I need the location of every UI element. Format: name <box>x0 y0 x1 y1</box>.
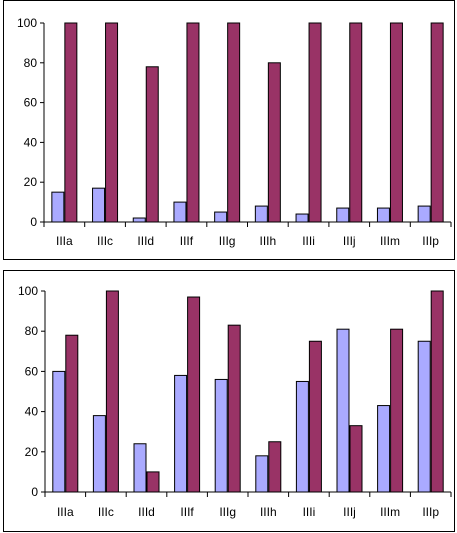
bar-series-2-iiip <box>430 290 444 493</box>
x-tick-label-iiif: IIIf <box>180 505 194 519</box>
chart-panel-top: 0 20 40 60 80 100 IIIa IIIc IIId IIIf IIIg IIIh IIIi… <box>3 0 455 260</box>
x-tick-label-iiic: IIIc <box>97 234 113 248</box>
y-tick-label-80: 80 <box>25 324 39 338</box>
x-tick-label-iiii: IIIi <box>303 505 316 519</box>
bar-series-2-iiih <box>268 441 282 493</box>
y-tick-label-60: 60 <box>25 364 39 378</box>
y-tick-label-20: 20 <box>24 175 38 189</box>
x-tick-label-iiic: IIIc <box>98 505 114 519</box>
bar-series-2-iiif <box>187 296 201 493</box>
x-tick-label-iiip: IIIp <box>422 234 439 248</box>
bar-series-1-iiii <box>295 213 309 223</box>
x-tick-label-iiig: IIIg <box>219 234 236 248</box>
bar-series-1-iiid <box>132 217 146 223</box>
bar-series-1-iiia <box>51 191 65 223</box>
bar-series-2-iiig <box>227 22 241 223</box>
x-tick-label-iiid: IIId <box>138 505 155 519</box>
bar-series-2-iiig <box>227 324 241 493</box>
bar-series-1-iiic <box>92 187 106 223</box>
bar-series-1-iiij <box>336 207 350 223</box>
x-tick-label-iiip: IIIp <box>422 505 439 519</box>
bar-series-1-iiim <box>376 207 390 223</box>
bar-series-1-iiij <box>336 328 350 493</box>
chart-panel-bottom: 0 20 40 60 80 100 IIIa IIIc IIId IIIf IIIg IIIh IIIi… <box>3 270 455 532</box>
x-tick-label-iiim: IIIm <box>380 505 400 519</box>
bar-chart-bottom: 0 20 40 60 80 100 IIIa IIIc IIId IIIf IIIg IIIh IIIi… <box>18 284 452 519</box>
bar-series-1-iiif <box>173 201 187 223</box>
bar-series-2-iiia <box>65 334 79 493</box>
y-tick-label-20: 20 <box>25 445 39 459</box>
y-tick-label-100: 100 <box>17 16 37 30</box>
bar-chart-top: 0 20 40 60 80 100 IIIa IIIc IIId IIIf IIIg IIIh IIIi… <box>17 16 452 248</box>
bar-series-2-iiip <box>430 22 444 223</box>
x-tick-label-iiif: IIIf <box>180 234 194 248</box>
bar-series-1-iiig <box>214 211 228 223</box>
bar-series-1-iiif <box>174 374 188 493</box>
bar-series-1-iiim <box>377 405 391 493</box>
bar-series-1-iiih <box>254 205 268 223</box>
y-tick-label-0: 0 <box>31 485 38 499</box>
x-tick-label-iiih: IIIh <box>260 234 277 248</box>
bar-series-2-iiii <box>308 340 322 493</box>
bar-series-2-iiia <box>64 22 78 223</box>
bar-series-2-iiim <box>389 22 403 223</box>
x-tick-label-iiig: IIIg <box>219 505 236 519</box>
bar-series-1-iiia <box>52 370 66 493</box>
bar-series-1-iiid <box>133 443 147 493</box>
bar-series-2-iiij <box>349 425 363 493</box>
bar-series-1-iiip <box>417 205 431 223</box>
y-tick-label-0: 0 <box>30 215 37 229</box>
bar-series-2-iiid <box>146 471 160 493</box>
bar-series-1-iiii <box>295 380 309 493</box>
bar-series-2-iiic <box>105 290 119 493</box>
bar-series-2-iiih <box>267 62 281 223</box>
bar-series-1-iiip <box>417 340 431 493</box>
bar-series-1-iiig <box>214 378 228 493</box>
bar-series-2-iiij <box>349 22 363 223</box>
x-tick-label-iiij: IIIj <box>343 505 356 519</box>
bar-series-2-iiim <box>390 328 404 493</box>
y-tick-label-60: 60 <box>24 96 38 110</box>
y-tick-label-40: 40 <box>25 405 39 419</box>
bar-series-2-iiid <box>145 66 159 223</box>
bar-series-2-iiic <box>105 22 119 223</box>
x-tick-label-iiii: IIIi <box>302 234 315 248</box>
x-tick-label-iiid: IIId <box>137 234 154 248</box>
bar-series-1-iiih <box>255 455 269 493</box>
x-tick-label-iiij: IIIj <box>343 234 356 248</box>
y-tick-label-40: 40 <box>24 135 38 149</box>
x-tick-label-iiih: IIIh <box>260 505 277 519</box>
y-tick-label-80: 80 <box>24 56 38 70</box>
bar-series-2-iiif <box>186 22 200 223</box>
x-tick-label-iiim: IIIm <box>380 234 400 248</box>
y-tick-label-100: 100 <box>18 284 38 298</box>
bar-series-2-iiii <box>308 22 322 223</box>
x-tick-label-iiia: IIIa <box>57 505 74 519</box>
bar-series-1-iiic <box>92 415 106 493</box>
x-tick-label-iiia: IIIa <box>56 234 73 248</box>
